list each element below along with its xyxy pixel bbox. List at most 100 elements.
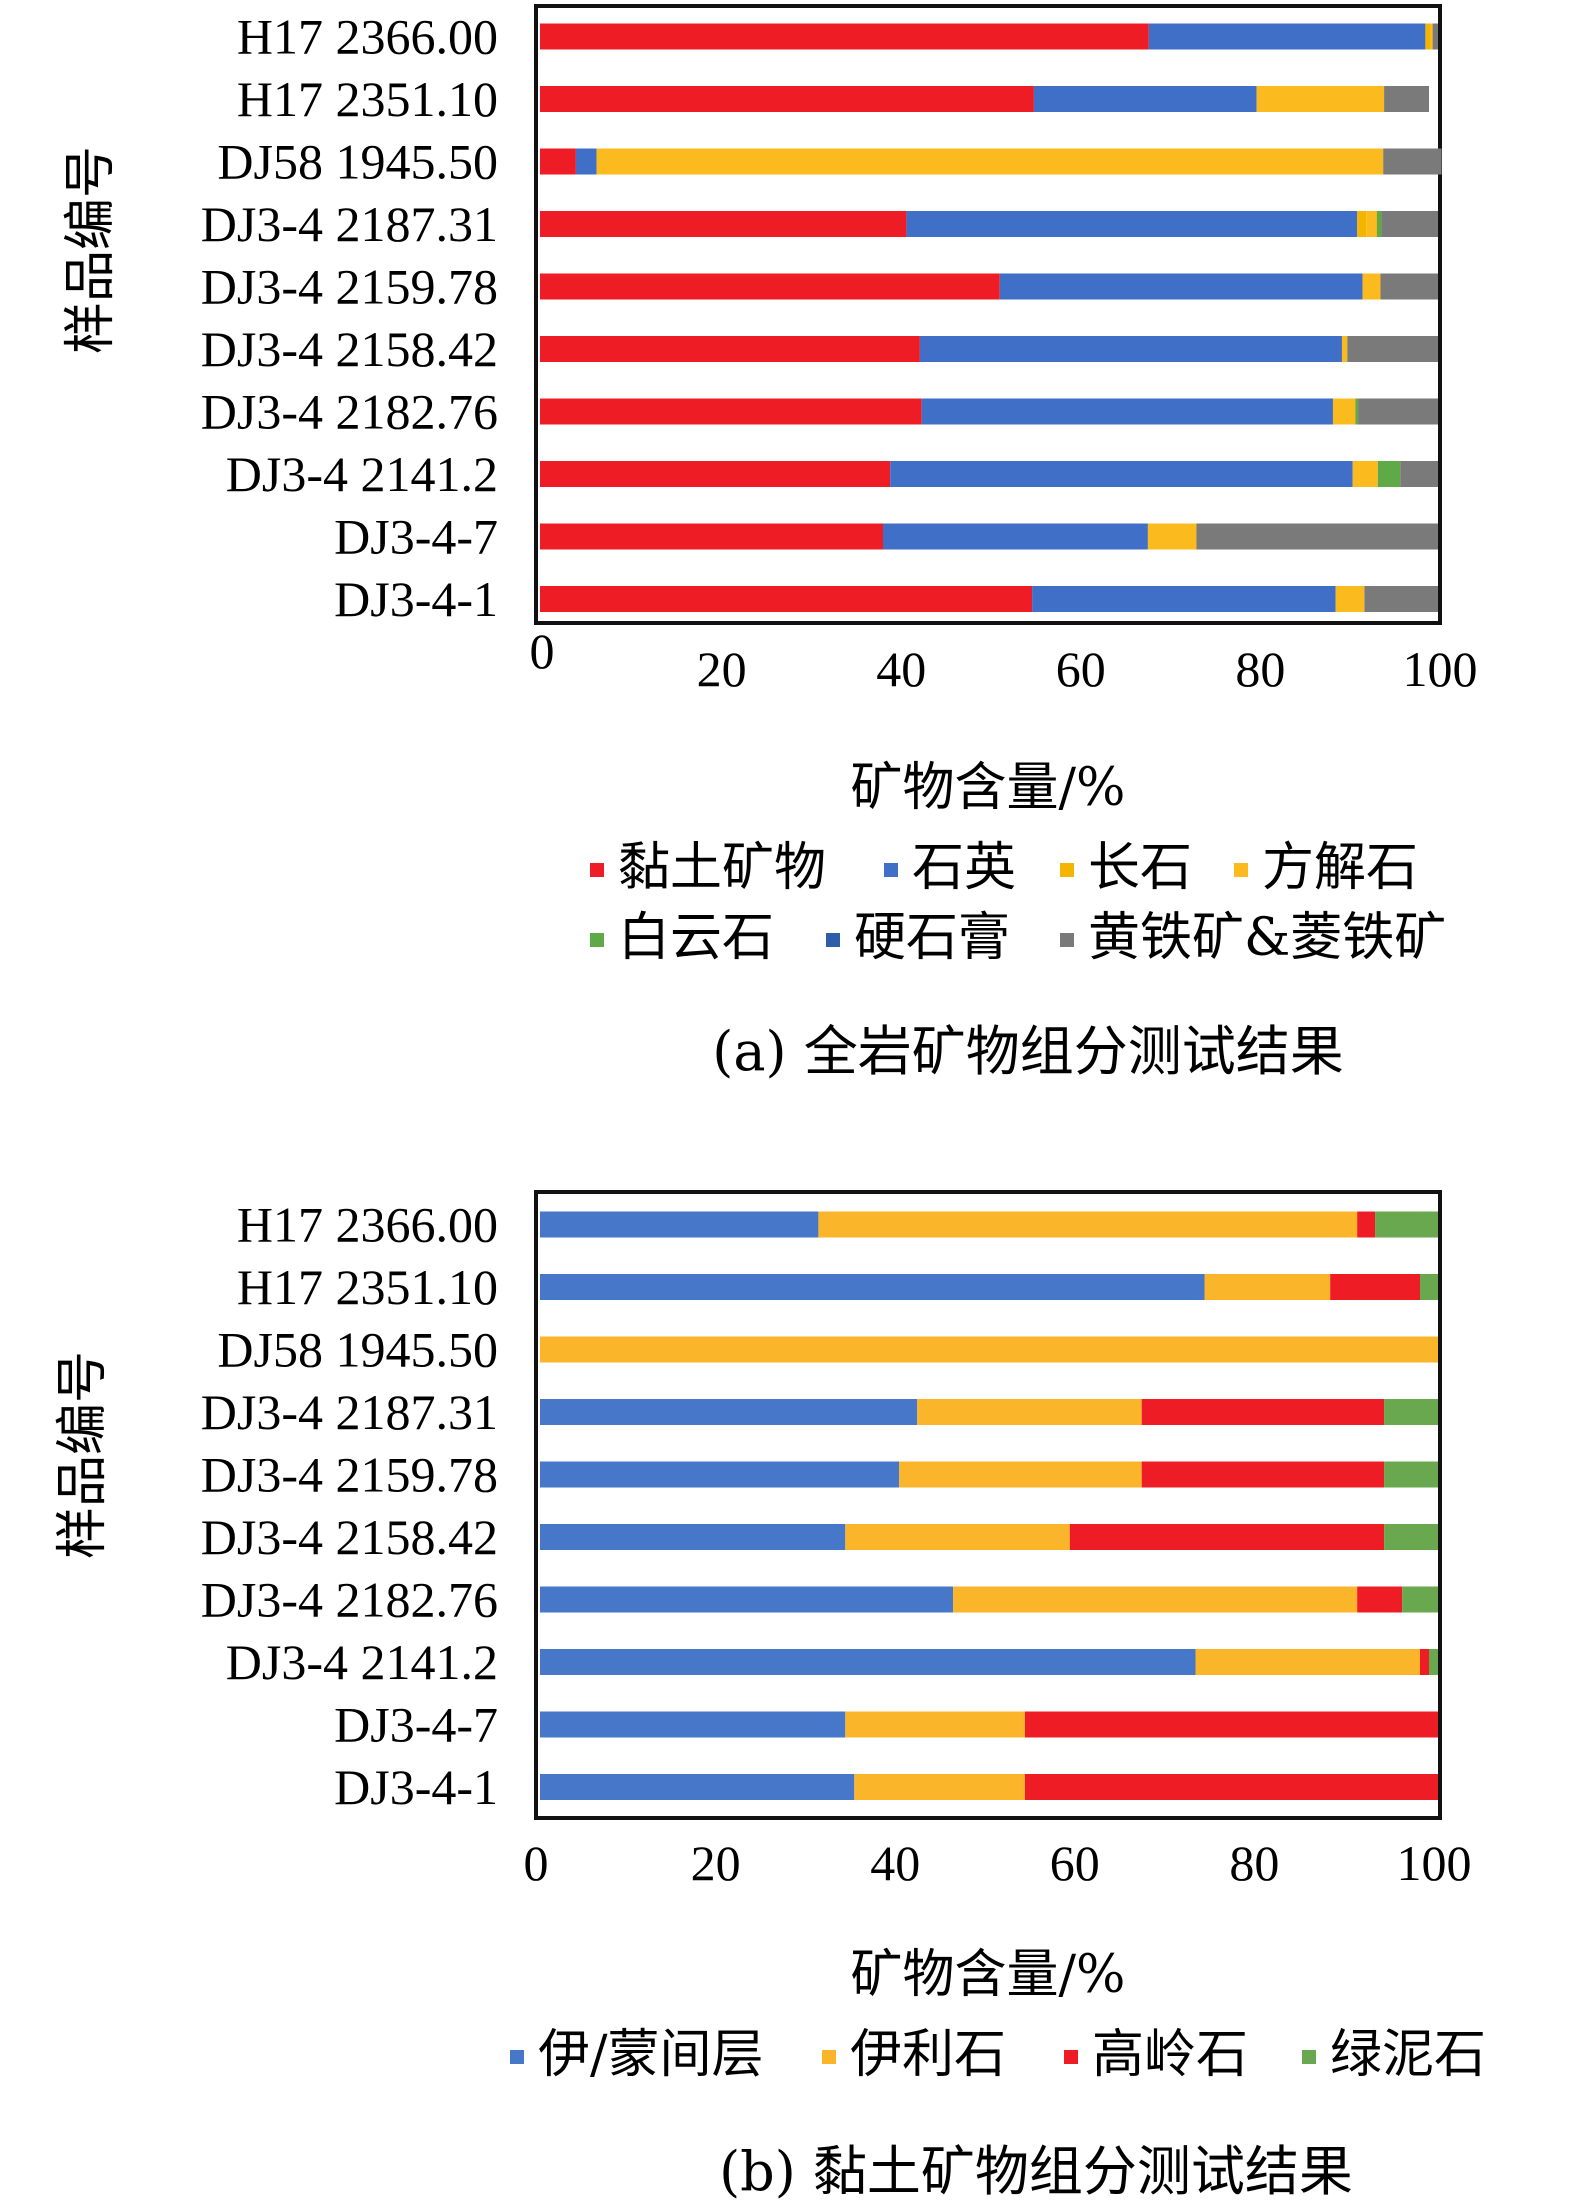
- bar-segment: [1376, 211, 1382, 237]
- bar-segment: [845, 1711, 1025, 1738]
- bar-segment: [906, 211, 1358, 237]
- bar-segment: [854, 1774, 1025, 1800]
- bar-segment: [1341, 336, 1348, 362]
- category-label: DJ3-4 2187.31: [201, 196, 498, 252]
- category-label: DJ58 1945.50: [217, 134, 498, 190]
- bar-segment: [883, 523, 1148, 550]
- bar-segment: [540, 1211, 819, 1238]
- category-label: DJ3-4-1: [334, 571, 498, 627]
- bar-segment: [1357, 1211, 1376, 1238]
- x-tick-label: 0: [524, 1835, 549, 1891]
- x-tick-label: 40: [876, 641, 926, 697]
- bar-segment: [953, 1586, 1358, 1613]
- bar-segment: [1147, 523, 1197, 550]
- bar-segment: [919, 336, 1342, 362]
- bar-segment: [540, 1774, 855, 1800]
- bar-segment: [1380, 273, 1438, 300]
- bars-a: [540, 23, 1442, 612]
- legend-swatch: [1234, 863, 1248, 877]
- bar-segment: [540, 148, 576, 175]
- legend-label: 白云石: [618, 908, 774, 968]
- bar-segment: [1347, 336, 1438, 362]
- category-label: DJ3-4 2141.2: [226, 446, 498, 502]
- bar-segment: [1141, 1461, 1385, 1488]
- legend-swatch: [1064, 2050, 1078, 2064]
- category-labels-b: H17 2366.00 H17 2351.10 DJ58 1945.50 DJ3-4 …: [201, 1197, 498, 1816]
- category-label: DJ3-4-7: [334, 1697, 498, 1753]
- legend-swatch: [590, 933, 604, 947]
- bar-segment: [540, 273, 1000, 300]
- x-tick-label: 40: [870, 1835, 920, 1891]
- bar-segment: [921, 398, 1333, 425]
- bar-segment: [540, 1336, 1438, 1363]
- bar-segment: [1362, 273, 1381, 300]
- bar-segment: [540, 86, 1034, 112]
- x-tick-label: 100: [1397, 1835, 1472, 1891]
- caption-a: (a) 全岩矿物组分测试结果: [712, 1020, 1344, 1083]
- plot-frame-a: [534, 4, 1442, 625]
- bar-segment: [540, 23, 1149, 50]
- bar-segment: [1425, 23, 1431, 50]
- bar-segment: [1357, 211, 1367, 237]
- bar-segment: [540, 523, 883, 550]
- legend-swatch: [510, 2050, 524, 2064]
- bar-segment: [1332, 398, 1356, 425]
- caption-b: (b) 黏土矿物组分测试结果: [719, 2140, 1353, 2203]
- x-tick-label: 20: [691, 1835, 741, 1891]
- legend-swatch: [1060, 863, 1074, 877]
- x-tick-label: 100: [1403, 641, 1478, 697]
- x-axis-label-a: 矿物含量/%: [851, 758, 1126, 818]
- bar-segment: [1366, 211, 1377, 237]
- plot-frame-b: [534, 1190, 1442, 1820]
- legend-label: 绿泥石: [1330, 2025, 1486, 2085]
- bar-segment: [1069, 1524, 1385, 1550]
- chart-a: H17 2366.00 H17 2351.10 DJ58 1945.50 DJ3-4 …: [61, 4, 1478, 1083]
- bar-segment: [1033, 86, 1257, 112]
- category-label: H17 2366.00: [237, 1197, 498, 1253]
- legend-swatch: [826, 933, 840, 947]
- bar-segment: [1384, 86, 1429, 112]
- bar-segment: [1204, 1274, 1331, 1300]
- bar-segment: [540, 586, 1033, 612]
- bar-segment: [1330, 1274, 1420, 1300]
- bar-segment: [540, 1649, 1196, 1675]
- category-label: DJ3-4-7: [334, 509, 498, 565]
- bar-segment: [1383, 148, 1442, 175]
- legend-label: 长石: [1088, 838, 1192, 898]
- bar-segment: [1377, 461, 1401, 487]
- bar-segment: [1432, 23, 1438, 50]
- bar-segment: [899, 1461, 1142, 1488]
- category-label: DJ3-4 2141.2: [226, 1634, 498, 1690]
- bar-segment: [1420, 1274, 1438, 1300]
- bar-segment: [1384, 1399, 1438, 1425]
- bar-segment: [540, 336, 920, 362]
- bar-segment: [1256, 86, 1385, 112]
- x-tick-label: 60: [1056, 641, 1106, 697]
- category-label: DJ3-4 2158.42: [201, 1509, 498, 1565]
- legend-label: 方解石: [1262, 838, 1418, 898]
- bar-segment: [1364, 586, 1438, 612]
- legend-swatch: [1060, 933, 1074, 947]
- bar-segment: [917, 1399, 1142, 1425]
- bar-segment: [1429, 1649, 1438, 1675]
- category-label: H17 2351.10: [237, 71, 498, 127]
- bar-segment: [1358, 398, 1438, 425]
- category-label: DJ3-4-1: [334, 1759, 498, 1815]
- x-tick-labels-a: 0 20 40 60 80 100: [530, 623, 1478, 697]
- bar-segment: [890, 461, 1353, 487]
- x-tick-label: 60: [1050, 1835, 1100, 1891]
- x-axis-label-b: 矿物含量/%: [851, 1945, 1126, 2005]
- category-label: DJ3-4 2159.78: [201, 259, 498, 315]
- y-axis-label-b: 样品编号: [53, 1351, 113, 1559]
- bar-segment: [540, 1711, 846, 1738]
- bar-segment: [1430, 23, 1433, 50]
- bar-segment: [540, 1586, 954, 1613]
- y-axis-label-a: 样品编号: [61, 146, 121, 354]
- legend-label: 黏土矿物: [618, 838, 826, 898]
- category-label: DJ3-4 2158.42: [201, 321, 498, 377]
- x-tick-label: 80: [1235, 641, 1285, 697]
- bar-segment: [540, 1274, 1205, 1300]
- bar-segment: [818, 1211, 1358, 1238]
